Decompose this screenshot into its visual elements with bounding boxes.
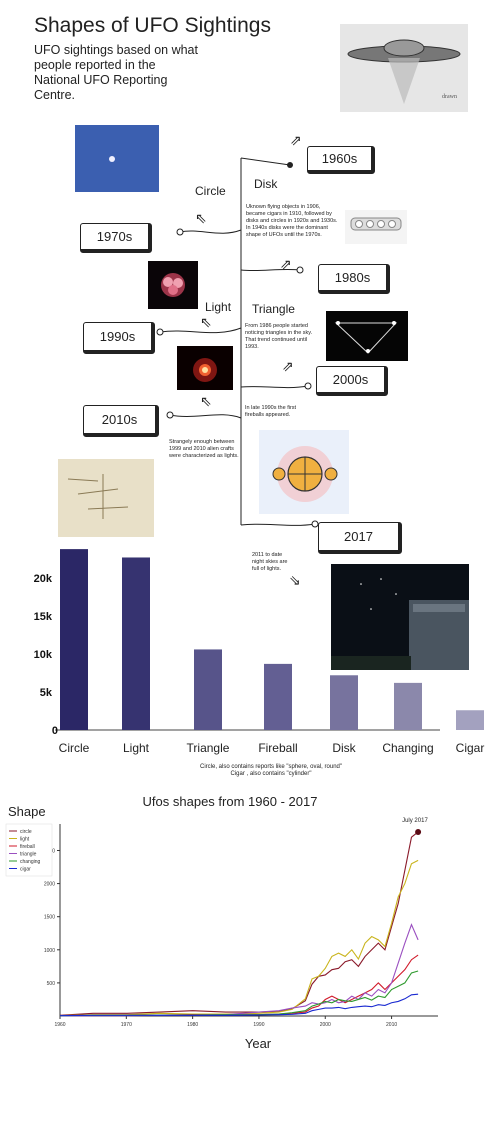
decade-box-1960s: 1960s (307, 146, 375, 174)
arrow-icon: ⇖ (200, 314, 212, 330)
decade-box-2000s: 2000s (316, 366, 388, 396)
arrow-icon: ⇘ (289, 572, 301, 588)
light-photo (148, 261, 198, 309)
bar-category-label: Triangle (187, 741, 230, 755)
bar-chart: 0 5k 10k 15k 20k Circle Light Triangle Fireball D… (34, 549, 485, 755)
bar-category-label: Disk (332, 741, 356, 755)
legend-label-changing: changing (20, 859, 41, 865)
note-triangle: From 1986 people started noticing triang… (245, 323, 313, 350)
ufo-illustration: drawn (340, 24, 468, 112)
legend-label-triangle: triangle (20, 852, 37, 858)
decade-box-1980s: 1980s (318, 264, 390, 294)
note-disk: Uknown flying objects in 1906, became ci… (246, 204, 338, 238)
decade-box-2017: 2017 (318, 522, 402, 554)
shape-label-disk: Disk (254, 177, 278, 191)
line-x-tick-label: 2010 (386, 1022, 397, 1028)
bar-category-label: Changing (382, 741, 433, 755)
bar-y-tick-label: 5k (40, 687, 53, 699)
legend-label-circle: circle (20, 829, 32, 835)
legend-label-fireball: fireball (20, 844, 35, 850)
sketch-paper-image (58, 459, 154, 537)
bar-light (122, 557, 150, 730)
legend-label-light: light (20, 837, 30, 843)
bar-y-tick-label: 20k (34, 573, 53, 585)
arrow-icon: ⇗ (290, 132, 302, 148)
bar-cigar (456, 710, 484, 730)
bar-fireball (264, 663, 292, 730)
triangle-diagram-image (326, 311, 408, 361)
line-x-tick-label: 1960 (54, 1022, 65, 1028)
decade-box-2010s: 2010s (83, 405, 159, 437)
bar-triangle (194, 649, 222, 730)
line-chart-y-label: Shape (8, 804, 46, 819)
line-x-tick-label: 1980 (187, 1022, 198, 1028)
fireball-photo (177, 346, 233, 390)
page-title: Shapes of UFO Sightings (34, 14, 271, 37)
line-annotation-label: July 2017 (402, 818, 428, 824)
timeline-connectors (156, 157, 319, 528)
line-x-tick-label: 2000 (320, 1022, 331, 1028)
note-lights: Strangely enough between 1999 and 2010 a… (169, 439, 239, 459)
arrow-icon: ⇗ (282, 358, 294, 374)
bar-footnote-line2: Cigar , also contains "cylinder" (230, 771, 312, 777)
bar-circle (60, 549, 88, 730)
shape-label-light: Light (205, 300, 232, 314)
cigar-sketch-image (345, 210, 407, 244)
note-sky: 2011 to date night skies are full of lig… (252, 552, 288, 572)
note-fireball: In late 1990s the first fireballs appear… (245, 405, 297, 418)
bar-category-label: Fireball (258, 741, 297, 755)
bar-footnote-line1: Circle, also contains reports like "sphe… (200, 764, 342, 770)
line-annotation-point (415, 828, 422, 835)
arrow-icon: ⇗ (280, 256, 292, 272)
svg-text:drawn: drawn (442, 94, 457, 100)
line-series-cigar (59, 993, 419, 1017)
bar-y-tick-label: 15k (34, 611, 53, 623)
legend-label-cigar: cigar (20, 867, 31, 873)
arrow-icon: ⇖ (200, 393, 212, 409)
line-chart-x-label: Year (245, 1036, 272, 1051)
night-sky-photo (331, 564, 469, 670)
line-x-tick-label: 1970 (121, 1022, 132, 1028)
line-y-tick-label: 2000 (44, 882, 55, 888)
line-chart: Ufos shapes from 1960 - 2017 Shape Year 196… (5, 794, 438, 1051)
arrow-icon: ⇖ (195, 210, 207, 226)
blue-sky-photo (75, 125, 159, 192)
bar-y-tick-label: 10k (34, 649, 53, 661)
line-y-tick-label: 1000 (44, 948, 55, 954)
page-subtitle: UFO sightings based on what people repor… (34, 43, 198, 102)
bar-category-label: Circle (59, 741, 90, 755)
decade-box-1970s: 1970s (80, 223, 152, 253)
fireball-illustration (259, 430, 349, 514)
bar-disk (330, 675, 358, 730)
bar-category-label: Cigar (456, 741, 485, 755)
line-series-circle (59, 831, 419, 1016)
line-y-tick-label: 1500 (44, 915, 55, 921)
bar-changing (394, 682, 422, 730)
line-chart-title: Ufos shapes from 1960 - 2017 (143, 794, 318, 809)
shape-label-circle: Circle (195, 184, 226, 198)
decade-box-1990s: 1990s (83, 322, 155, 354)
shape-label-triangle: Triangle (252, 302, 295, 316)
line-x-tick-label: 1990 (253, 1022, 264, 1028)
line-y-tick-label: 500 (47, 981, 56, 987)
line-series-triangle (59, 923, 419, 1017)
line-series-light (59, 859, 419, 1017)
bar-y-tick-label: 0 (52, 725, 58, 737)
line-chart-legend (5, 823, 53, 877)
bar-category-label: Light (123, 741, 150, 755)
